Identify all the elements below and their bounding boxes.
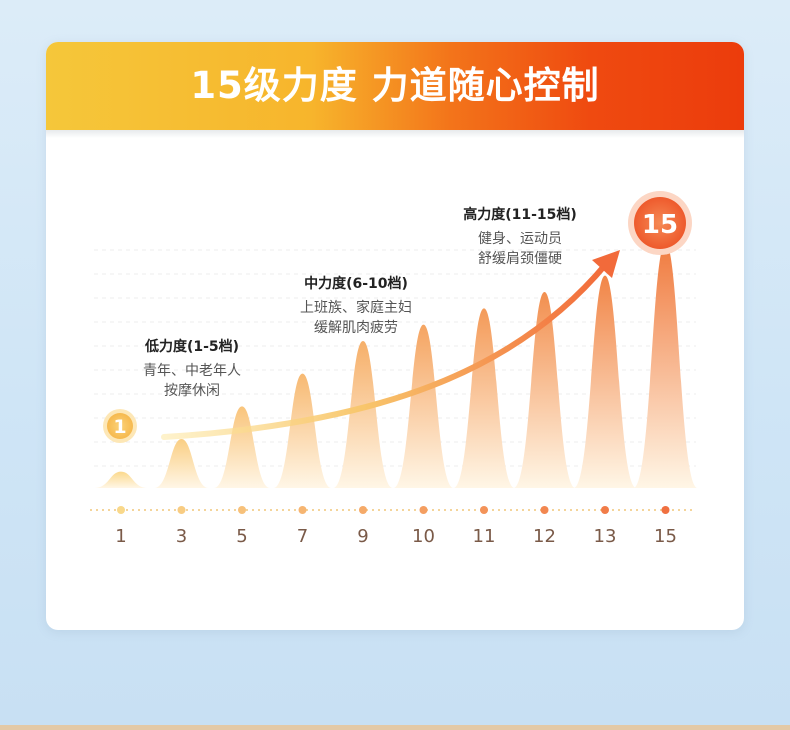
force-level-card: 15级力度 力道随心控制 bbox=[46, 42, 744, 630]
band-low-desc-1: 青年、中老年人 bbox=[143, 363, 241, 379]
tick-label-12: 12 bbox=[533, 526, 556, 547]
start-level-badge: 1 bbox=[103, 409, 137, 443]
band-high: 高力度(11-15档) 健身、运动员 舒缓肩颈僵硬 bbox=[463, 206, 577, 267]
axis-dot-3 bbox=[177, 506, 186, 514]
band-low: 低力度(1-5档) 青年、中老年人 按摩休闲 bbox=[143, 338, 241, 399]
peak-level-11 bbox=[453, 308, 515, 488]
axis-dot-9 bbox=[359, 506, 367, 514]
growth-arrow bbox=[161, 250, 620, 440]
end-level-badge-text: 15 bbox=[642, 210, 678, 240]
peak-level-10 bbox=[393, 324, 454, 488]
axis-dot-1 bbox=[117, 506, 125, 514]
tick-label-10: 10 bbox=[412, 526, 435, 547]
axis-dot-13 bbox=[601, 506, 609, 514]
axis-dot-10 bbox=[419, 506, 428, 514]
axis-dot-7 bbox=[298, 506, 307, 514]
band-mid-desc-1: 上班族、家庭主妇 bbox=[300, 299, 412, 316]
intensity-peaks bbox=[94, 243, 698, 488]
band-mid-title: 中力度(6-10档) bbox=[304, 275, 408, 292]
tick-label-7: 7 bbox=[297, 526, 308, 547]
banner-title: 15级力度 力道随心控制 bbox=[190, 64, 600, 107]
peak-level-1 bbox=[94, 471, 148, 488]
peak-level-9 bbox=[333, 341, 393, 488]
force-level-chart: 1 3 5 7 9 10 11 12 13 15 1 15 低力度(1-5档) 青年、中老年人 按… bbox=[90, 191, 698, 547]
tick-label-5: 5 bbox=[236, 526, 247, 547]
axis-tick-labels: 1 3 5 7 9 10 11 12 13 15 bbox=[115, 526, 677, 547]
peak-level-3 bbox=[154, 439, 209, 488]
start-level-badge-text: 1 bbox=[113, 416, 126, 438]
tick-label-15: 15 bbox=[654, 526, 677, 547]
axis-dot-15 bbox=[661, 506, 670, 514]
band-high-title: 高力度(11-15档) bbox=[463, 206, 577, 223]
axis-dots bbox=[117, 506, 670, 514]
tick-label-11: 11 bbox=[473, 526, 496, 547]
peak-level-7 bbox=[273, 373, 332, 488]
peak-level-13 bbox=[573, 275, 637, 488]
title-banner: 15级力度 力道随心控制 bbox=[46, 42, 744, 138]
peak-level-15 bbox=[633, 243, 698, 488]
band-mid-desc-2: 缓解肌肉疲劳 bbox=[314, 319, 398, 336]
tick-label-3: 3 bbox=[176, 526, 187, 547]
peak-level-12 bbox=[513, 292, 576, 488]
axis-dot-11 bbox=[480, 506, 488, 514]
band-low-desc-2: 按摩休闲 bbox=[164, 382, 220, 399]
peak-level-5 bbox=[213, 406, 271, 488]
end-level-badge: 15 bbox=[628, 191, 692, 255]
axis-dot-5 bbox=[238, 506, 246, 514]
banner-shadow bbox=[46, 130, 744, 138]
tick-label-9: 9 bbox=[357, 526, 368, 547]
bottom-strip bbox=[0, 725, 790, 730]
band-high-desc-1: 健身、运动员 bbox=[478, 231, 562, 247]
band-mid: 中力度(6-10档) 上班族、家庭主妇 缓解肌肉疲劳 bbox=[300, 275, 412, 336]
band-low-title: 低力度(1-5档) bbox=[144, 338, 239, 355]
tick-label-13: 13 bbox=[594, 526, 617, 547]
axis-dot-12 bbox=[540, 506, 549, 514]
band-high-desc-2: 舒缓肩颈僵硬 bbox=[478, 251, 562, 267]
tick-label-1: 1 bbox=[115, 526, 126, 547]
